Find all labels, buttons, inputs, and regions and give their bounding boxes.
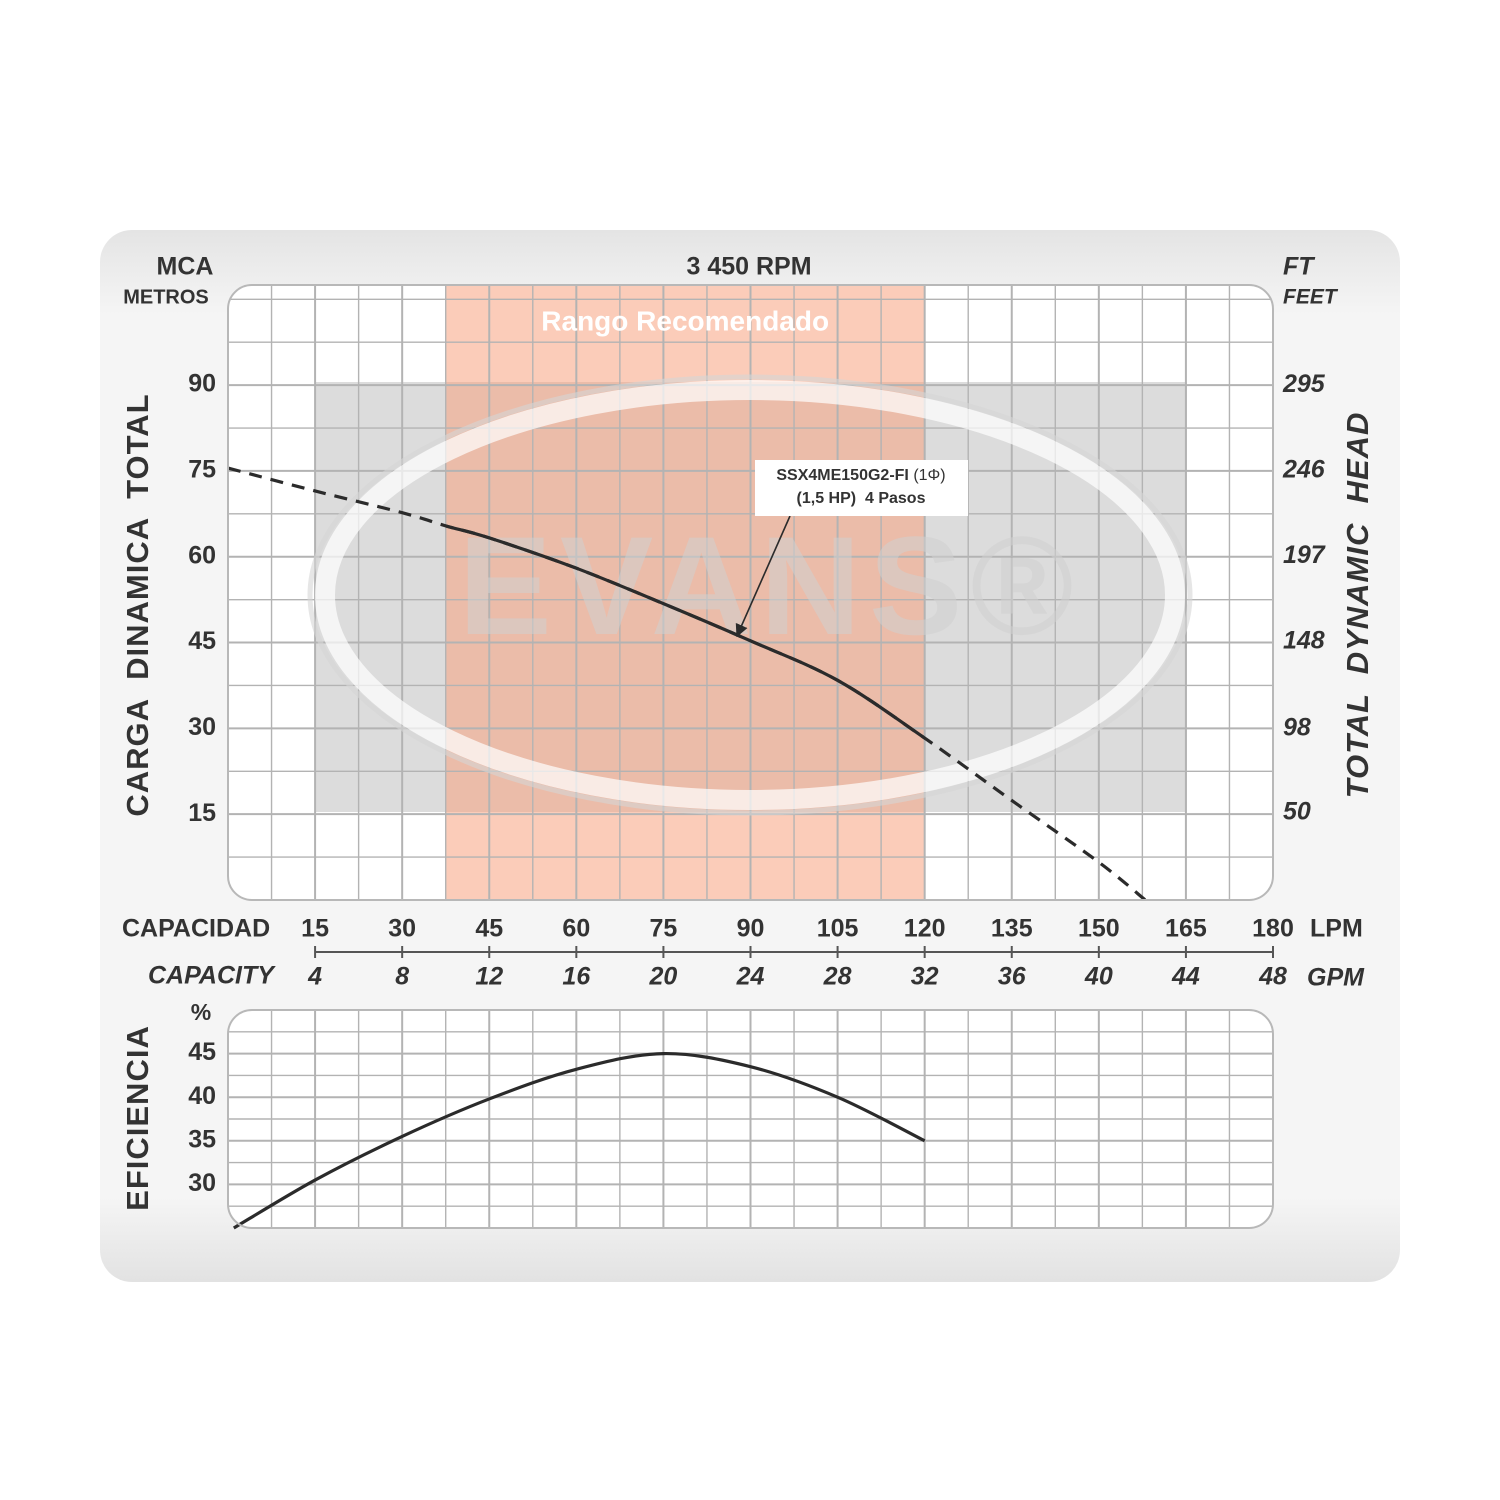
x2-tick-label: 28 xyxy=(823,963,852,991)
annotation-line: SSX4ME150G2-FI (1Φ) xyxy=(776,467,945,484)
y-tick-label: 45 xyxy=(188,627,216,655)
annotation-arrow xyxy=(735,515,791,638)
annotation-box xyxy=(755,460,968,516)
x2-tick-label: 40 xyxy=(1084,963,1113,991)
y2-tick-label: 246 xyxy=(1282,456,1326,484)
x2-tick-label: 16 xyxy=(562,963,591,991)
charts: EVANS® Rango Recomendado 15 30 45 60 75 90 50 98 1… xyxy=(188,284,1326,1230)
x-unit: LPM xyxy=(1310,915,1363,943)
watermark: EVANS® xyxy=(458,507,1081,664)
x-tick-label: 135 xyxy=(991,915,1033,943)
y2-tick-label: 197 xyxy=(1283,541,1326,569)
x-tick-label: 30 xyxy=(388,915,416,943)
plot-border xyxy=(227,284,1274,901)
x2-tick-label: 32 xyxy=(911,963,939,991)
x-tick-label: 180 xyxy=(1252,915,1294,943)
y2-tick-label: 148 xyxy=(1283,627,1325,655)
plot-border xyxy=(227,1009,1274,1229)
x-tick-label: 75 xyxy=(650,915,678,943)
x-tick-label: 60 xyxy=(562,915,590,943)
x-axis-title: CAPACIDAD xyxy=(122,915,270,943)
x-tick-label: 150 xyxy=(1078,915,1120,943)
x2-tick-label: 12 xyxy=(475,963,503,991)
y-tick-label: 30 xyxy=(188,1169,216,1197)
y-tick-label: 40 xyxy=(188,1082,216,1110)
chart-title: 3 450 RPM xyxy=(686,253,811,281)
x-tick-label: 165 xyxy=(1165,915,1207,943)
plot: EVANS® Rango Recomendado xyxy=(228,285,1273,900)
y-unit-sub: METROS xyxy=(123,286,209,308)
y-tick-label: 35 xyxy=(188,1125,216,1153)
y2-axis-title: TOTAL DYNAMIC HEAD xyxy=(1340,412,1375,799)
y2-tick-label: 50 xyxy=(1283,797,1311,825)
y2-tick-label: 98 xyxy=(1283,714,1311,742)
recommended-range-label: Rango Recomendado xyxy=(541,305,829,336)
y2-unit-sub: FEET xyxy=(1283,286,1339,309)
x-tick-label: 105 xyxy=(817,915,859,943)
x2-tick-label: 24 xyxy=(736,963,765,991)
x2-tick-label: 48 xyxy=(1258,963,1287,991)
watermark-ring xyxy=(307,374,1193,816)
curve xyxy=(232,1051,926,1230)
x-tick-label: 120 xyxy=(904,915,946,943)
annotation-detail: (1,5 HP) 4 Pasos xyxy=(797,490,926,507)
x2-tick-label: 20 xyxy=(649,963,678,991)
y-tick-label: 30 xyxy=(188,713,216,741)
watermark-ring xyxy=(315,380,1185,810)
y-tick-label: 45 xyxy=(188,1038,216,1066)
annotation-phase: (1Φ) xyxy=(913,467,945,484)
x-tick-label: 90 xyxy=(737,915,765,943)
y-tick-label: 15 xyxy=(188,799,216,827)
x2-tick-label: 4 xyxy=(307,963,322,991)
y-tick-label: 75 xyxy=(188,456,216,484)
x2-axis-title: CAPACITY xyxy=(148,962,276,990)
efficiency-axis-title: EFICIENCIA xyxy=(120,1025,155,1211)
y2-unit: FT xyxy=(1283,253,1316,281)
annotation: SSX4ME150G2-FI (1Φ) (1,5 HP) 4 Pasos xyxy=(735,460,968,638)
plot xyxy=(228,1010,1273,1228)
x2-tick-label: 36 xyxy=(998,963,1027,991)
x2-tick-label: 44 xyxy=(1171,963,1200,991)
x2-unit: GPM xyxy=(1307,964,1365,992)
y-axis-title: CARGA DINAMICA TOTAL xyxy=(120,393,155,816)
annotation-model: SSX4ME150G2-FI xyxy=(776,467,909,484)
y-tick-label: 60 xyxy=(188,541,216,569)
efficiency-unit: % xyxy=(191,999,211,1025)
y-unit: MCA xyxy=(157,253,214,281)
x-tick-label: 45 xyxy=(475,915,503,943)
x2-tick-label: 8 xyxy=(395,963,409,991)
curve-solid xyxy=(445,524,925,741)
y2-tick-label: 295 xyxy=(1282,370,1326,398)
x-tick-label: 15 xyxy=(301,915,329,943)
y-tick-label: 90 xyxy=(188,370,216,398)
